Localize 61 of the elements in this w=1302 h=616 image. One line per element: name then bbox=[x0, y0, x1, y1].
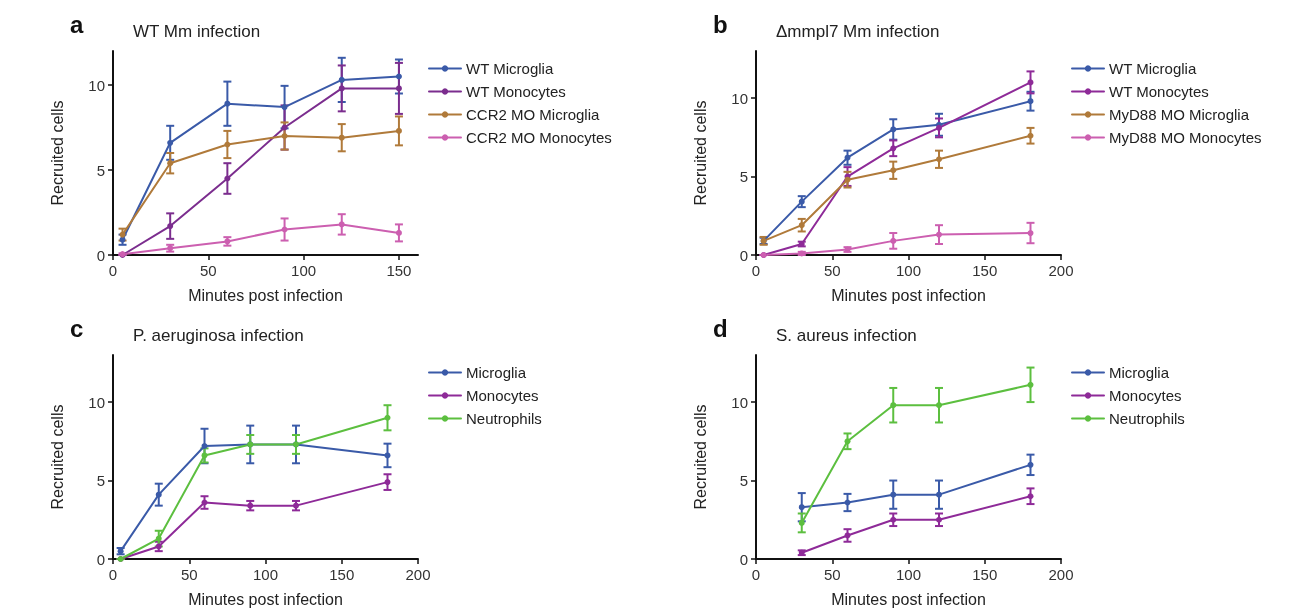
y-tick-label: 10 bbox=[88, 76, 105, 94]
x-tick-label: 150 bbox=[972, 262, 998, 279]
x-tick-label: 100 bbox=[895, 566, 922, 583]
y-axis-title: Recruited cells bbox=[691, 100, 709, 206]
y-tick-label: 0 bbox=[739, 550, 748, 568]
legend-label: Monocytes bbox=[1109, 387, 1182, 404]
x-tick-label: 0 bbox=[108, 566, 118, 583]
x-axis-title: Minutes post infection bbox=[831, 590, 986, 608]
legend-label: WT Microglia bbox=[1109, 60, 1197, 77]
y-axis-title: Recruited cells bbox=[691, 404, 709, 510]
y-tick-label: 10 bbox=[731, 89, 748, 107]
y-tick-label: 5 bbox=[96, 472, 105, 490]
x-tick-label: 0 bbox=[751, 262, 761, 279]
text: b bbox=[713, 10, 728, 38]
legend-label: Neutrophils bbox=[466, 410, 542, 427]
text: d bbox=[713, 314, 728, 342]
x-axis-title: Minutes post infection bbox=[188, 590, 343, 608]
legend-label: Neutrophils bbox=[1109, 410, 1185, 427]
x-tick-label: 200 bbox=[1048, 566, 1074, 583]
x-tick-label: 50 bbox=[823, 566, 841, 583]
legend-label: WT Monocytes bbox=[1109, 83, 1209, 100]
legend-label: Microglia bbox=[466, 364, 527, 381]
x-tick-label: 150 bbox=[386, 262, 412, 279]
chart-title: Δmmpl7 Mm infection bbox=[776, 22, 940, 41]
x-tick-label: 200 bbox=[1048, 262, 1074, 279]
y-tick-label: 0 bbox=[96, 550, 105, 568]
x-tick-label: 50 bbox=[180, 566, 198, 583]
x-axis-title: Minutes post infection bbox=[188, 286, 343, 304]
legend-label: MyD88 MO Microglia bbox=[1109, 106, 1250, 123]
x-axis-title: Minutes post infection bbox=[831, 286, 986, 304]
legend-label: CCR2 MO Monocytes bbox=[466, 129, 612, 146]
x-tick-label: 150 bbox=[329, 566, 355, 583]
legend-label: CCR2 MO Microglia bbox=[466, 106, 601, 123]
y-tick-label: 0 bbox=[96, 246, 105, 264]
x-tick-label: 200 bbox=[405, 566, 431, 583]
y-axis-title: Recruited cells bbox=[48, 100, 66, 206]
x-tick-label: 50 bbox=[823, 262, 841, 279]
y-tick-label: 5 bbox=[739, 472, 748, 490]
text: a bbox=[70, 10, 84, 38]
y-tick-label: 5 bbox=[739, 168, 748, 186]
legend-label: Microglia bbox=[1109, 364, 1170, 381]
chart-title: S. aureus infection bbox=[776, 326, 917, 345]
y-tick-label: 10 bbox=[88, 393, 105, 411]
legend-label: Monocytes bbox=[466, 387, 539, 404]
x-tick-label: 50 bbox=[199, 262, 217, 279]
y-tick-label: 10 bbox=[731, 393, 748, 411]
x-tick-label: 0 bbox=[108, 262, 118, 279]
chart-title: WT Mm infection bbox=[133, 22, 261, 41]
x-tick-label: 150 bbox=[972, 566, 998, 583]
x-tick-label: 100 bbox=[291, 262, 317, 279]
x-tick-label: 0 bbox=[751, 566, 761, 583]
y-axis-title: Recruited cells bbox=[48, 404, 66, 510]
chart-title: P. aeruginosa infection bbox=[133, 326, 304, 345]
x-tick-label: 100 bbox=[895, 262, 922, 279]
legend-label: WT Microglia bbox=[466, 60, 554, 77]
y-tick-label: 5 bbox=[96, 161, 105, 179]
legend-label: WT Monocytes bbox=[466, 83, 566, 100]
x-tick-label: 100 bbox=[252, 566, 279, 583]
legend-label: MyD88 MO Monocytes bbox=[1109, 129, 1262, 146]
text: c bbox=[70, 314, 84, 342]
y-tick-label: 0 bbox=[739, 246, 748, 264]
